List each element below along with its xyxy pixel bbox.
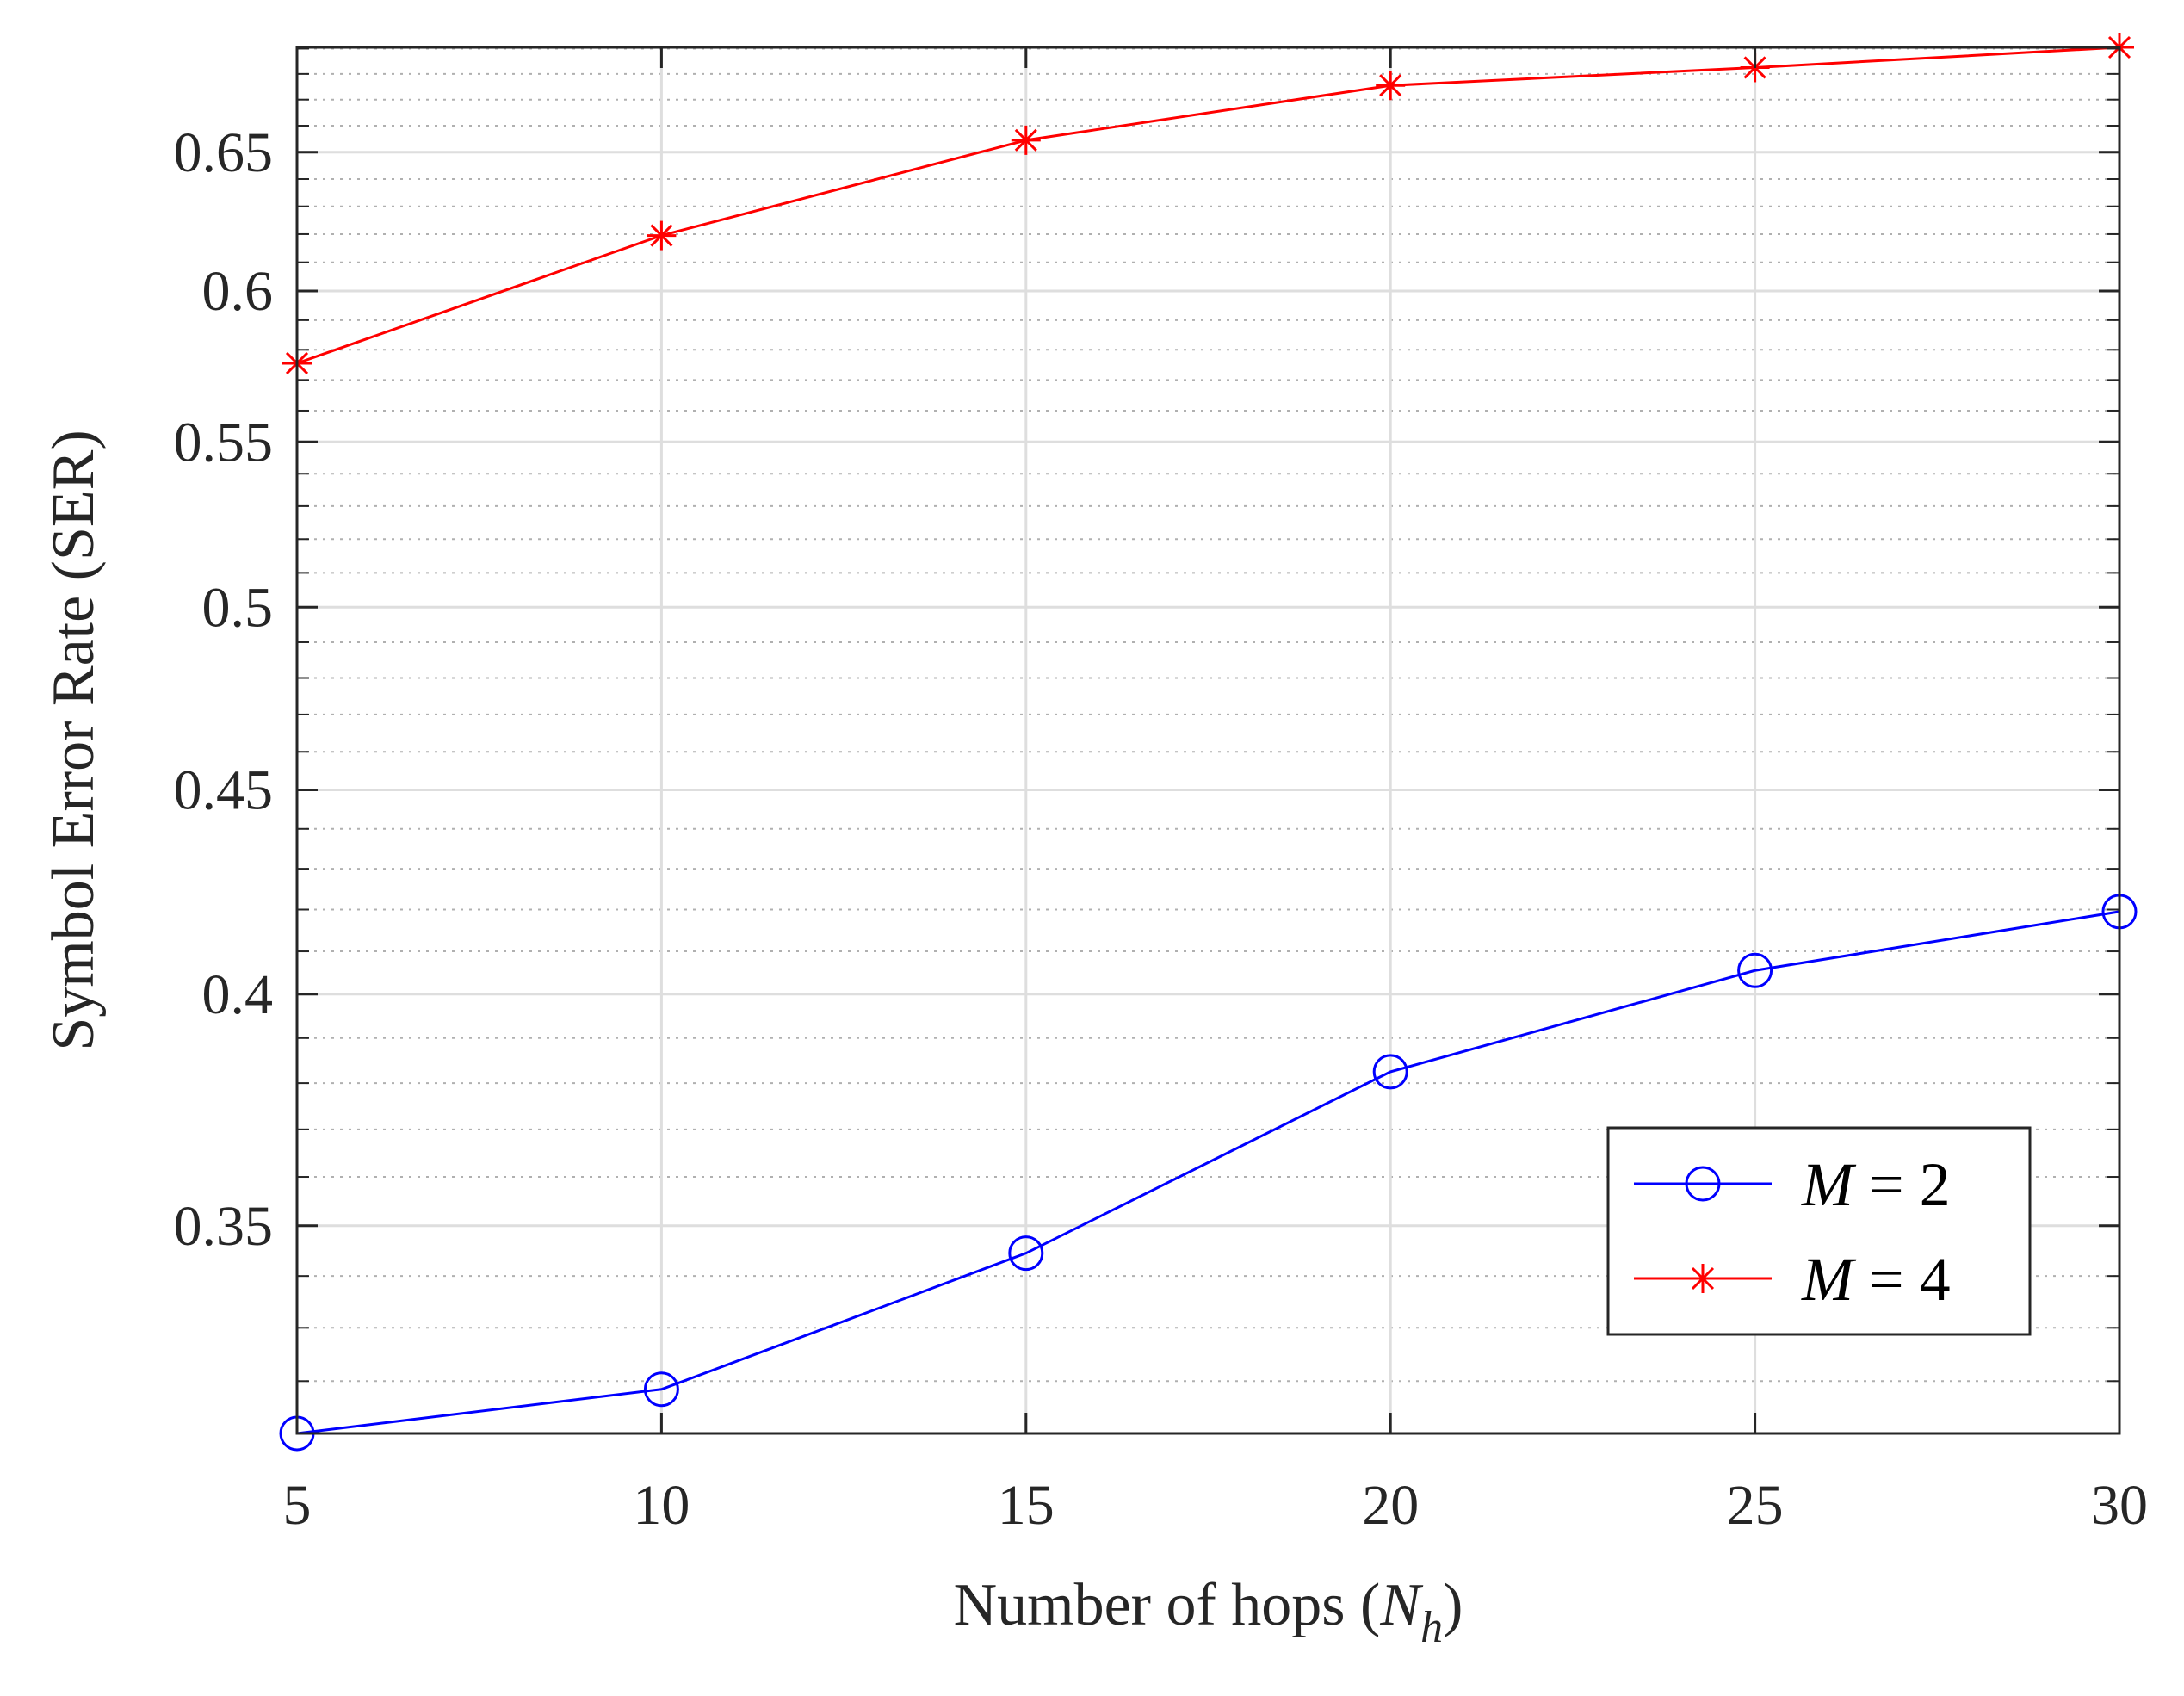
y-tick-label: 0.45 [174,759,274,822]
data-point-marker [643,1371,679,1408]
data-point-marker-stroke [1014,128,1037,152]
x-axis-label-close: ) [1443,1572,1463,1638]
legend-box [1606,1126,2032,1336]
data-point-marker [647,220,677,251]
legend-label-variable: M [1801,1150,1857,1219]
legend-label-variable: M [1801,1245,1857,1314]
y-tick-label: 0.6 [202,260,274,323]
x-axis-label-text: Number of hops ( [954,1572,1381,1638]
data-point-marker [1011,125,1041,155]
x-tick-label: 5 [283,1474,312,1537]
legend-item: M = 2 [1634,1150,1951,1219]
legend-items: M = 2M = 4 [1634,1150,1951,1314]
legend-label-value: = 4 [1853,1245,1951,1314]
x-tick-label: 20 [1362,1474,1419,1537]
y-tick-label: 0.55 [174,411,274,474]
data-point-marker [1372,1054,1408,1090]
x-tick-label: 25 [1727,1474,1784,1537]
x-axis-label-variable: N [1379,1572,1423,1638]
y-axis-label: Symbol Error Rate (SER) [40,430,107,1050]
x-tick-label: 10 [633,1474,690,1537]
axes-box [295,46,2121,1435]
y-tick-label: 0.4 [202,963,274,1026]
y-tick-label: 0.5 [202,576,274,639]
legend: M = 2M = 4 [1606,1126,2032,1336]
legend-marker [1685,1166,1721,1202]
data-point-marker [1376,71,1406,101]
x-axis-label-subscript: h [1420,1603,1443,1652]
legend-label: M = 2 [1801,1150,1951,1219]
legend-label-value: = 2 [1853,1150,1951,1219]
legend-marker [1688,1264,1717,1293]
data-point-marker-stroke [1379,74,1402,97]
series-line [296,46,2120,365]
series-line [296,910,2120,1435]
legend-item: M = 4 [1634,1245,1951,1314]
legend-label: M = 4 [1801,1245,1951,1314]
minor-gridlines [297,47,2119,1383]
data-point-marker [1737,952,1773,988]
y-tick-label: 0.65 [174,121,274,184]
legend-marker-stroke [1691,1266,1715,1291]
x-tick-label: 15 [998,1474,1055,1537]
tick-labels: 0.35 0.4 0.45 0.5 0.55 0.6 0.65 5 10 15 20 25 30 [174,121,2149,1537]
x-axis-label: Number of hops (Nh) [954,1572,1463,1652]
y-tick-label: 0.35 [174,1195,274,1258]
tick-marks [295,47,2121,1433]
x-tick-label: 30 [2091,1474,2148,1537]
data-point-marker-stroke [650,224,673,247]
data-point-marker [1008,1235,1044,1272]
